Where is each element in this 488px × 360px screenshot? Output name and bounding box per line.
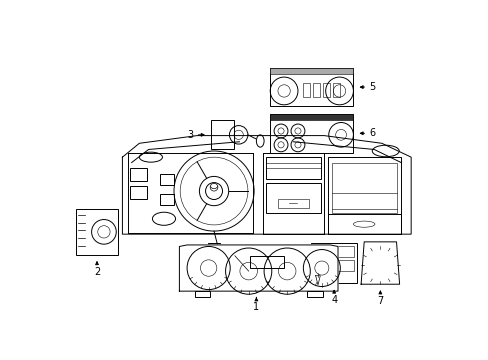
Bar	[306, 291, 322, 297]
Text: 6: 6	[369, 128, 375, 138]
Bar	[270, 114, 353, 120]
Bar	[250, 256, 284, 268]
Bar	[327, 214, 400, 234]
Bar	[322, 83, 329, 97]
Bar	[270, 68, 353, 74]
Bar	[207, 243, 220, 252]
Bar	[160, 174, 174, 185]
Text: 4: 4	[330, 295, 337, 305]
Text: 2: 2	[94, 267, 100, 277]
Polygon shape	[360, 242, 399, 284]
Bar	[313, 247, 353, 257]
Text: 1: 1	[253, 302, 259, 311]
Bar	[187, 276, 199, 287]
Bar	[277, 199, 308, 208]
Bar	[194, 291, 210, 297]
Bar	[327, 157, 400, 234]
Text: 7: 7	[376, 296, 383, 306]
Bar	[265, 157, 321, 179]
Bar	[302, 83, 310, 97]
Bar	[312, 83, 320, 97]
Bar	[332, 83, 340, 97]
Polygon shape	[179, 245, 337, 291]
Text: 5: 5	[369, 82, 375, 92]
Bar	[331, 163, 396, 213]
Bar	[160, 194, 174, 205]
Bar	[265, 183, 321, 213]
Bar	[76, 209, 118, 255]
Bar	[130, 186, 147, 199]
Text: 3: 3	[187, 130, 193, 140]
Bar	[210, 120, 234, 149]
Bar	[130, 168, 147, 181]
Bar	[203, 279, 213, 287]
Bar	[270, 114, 353, 153]
Bar	[310, 243, 357, 283]
Bar	[313, 260, 353, 271]
Bar	[270, 68, 353, 106]
